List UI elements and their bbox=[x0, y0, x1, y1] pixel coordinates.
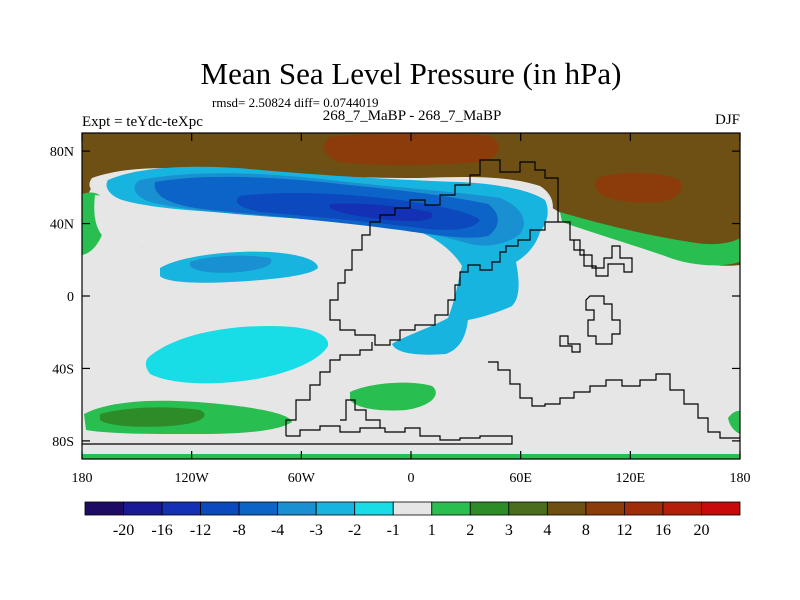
colorbar-label: -1 bbox=[387, 522, 400, 539]
region-green-east bbox=[560, 212, 740, 266]
colorbar-label: 4 bbox=[543, 522, 551, 539]
continent-outline-island-2 bbox=[559, 335, 581, 353]
colorbar-label: -12 bbox=[190, 522, 211, 539]
x-tick-label: 120E bbox=[616, 471, 646, 486]
colorbar-label: 1 bbox=[428, 522, 436, 539]
y-tick-label: 80N bbox=[50, 145, 74, 160]
colorbar-swatch bbox=[392, 501, 433, 516]
y-axis: 80N 40N 0 40S 80S bbox=[50, 145, 740, 450]
colorbar-label: -4 bbox=[271, 522, 284, 539]
y-tick-label: 80S bbox=[52, 435, 74, 450]
region-siberian-high-east bbox=[595, 172, 682, 203]
colorbar-legend: -20 -16 -12 -8 -4 -3 -2 -1 1 2 3 4 8 12 16 20 bbox=[84, 501, 741, 539]
colorbar-label: 3 bbox=[505, 522, 513, 539]
colorbar-swatch bbox=[200, 501, 240, 516]
x-tick-label: 60W bbox=[288, 471, 316, 486]
colorbar-label: 16 bbox=[655, 522, 671, 539]
y-tick-label: 40N bbox=[50, 218, 74, 233]
continent-outline-antarctic bbox=[82, 425, 513, 445]
region-subtropical-low-mid bbox=[190, 255, 272, 273]
y-tick-label: 0 bbox=[67, 290, 74, 305]
continent-outline-east bbox=[558, 221, 633, 277]
center-label: 268_7_MaBP - 268_7_MaBP bbox=[323, 108, 502, 124]
colorbar-label: 20 bbox=[693, 522, 709, 539]
chart-title: Mean Sea Level Pressure (in hPa) bbox=[201, 56, 622, 91]
colorbar-swatch bbox=[701, 501, 741, 516]
region-arctic-high bbox=[82, 133, 740, 266]
colorbar-swatch bbox=[662, 501, 702, 516]
colorbar-label: -2 bbox=[348, 522, 361, 539]
chart-subtitle: rmsd= 2.50824 diff= 0.0744019 bbox=[212, 95, 378, 110]
left-label: Expt = teYdc-teXpc bbox=[82, 114, 203, 130]
y-tick-label: 40S bbox=[52, 362, 74, 377]
colorbar-swatch bbox=[84, 501, 124, 516]
colorbar-swatch bbox=[624, 501, 664, 516]
colorbar-swatch bbox=[315, 501, 356, 516]
x-axis: 180 120W 60W 0 60E 120E 180 bbox=[72, 133, 751, 486]
continent-outline-island-1 bbox=[585, 295, 621, 345]
x-tick-label: 180 bbox=[72, 471, 93, 486]
region-southern-high-east bbox=[728, 410, 740, 434]
plot-area bbox=[82, 133, 740, 459]
colorbar-swatch bbox=[123, 501, 163, 516]
continent-outline-south bbox=[285, 342, 373, 436]
region-southern-high-mid bbox=[350, 382, 436, 411]
colorbar-label: 8 bbox=[582, 522, 590, 539]
colorbar-swatch bbox=[431, 501, 471, 516]
colorbar-label: 2 bbox=[466, 522, 474, 539]
colorbar-swatch bbox=[277, 501, 317, 516]
x-tick-label: 120W bbox=[175, 471, 210, 486]
colorbar-swatch bbox=[238, 501, 279, 516]
continent-outline-peninsula bbox=[340, 399, 381, 428]
x-tick-label: 60E bbox=[509, 471, 532, 486]
colorbar-swatch bbox=[508, 501, 548, 516]
colorbar-swatch bbox=[161, 501, 201, 516]
colorbar-label: -8 bbox=[232, 522, 245, 539]
x-tick-label: 180 bbox=[730, 471, 751, 486]
colorbar-label: -3 bbox=[310, 522, 323, 539]
colorbar-label: 12 bbox=[616, 522, 632, 539]
continent-outlines bbox=[82, 159, 740, 445]
right-label: DJF bbox=[715, 112, 740, 128]
region-southern-high-west-inner bbox=[100, 407, 205, 427]
colorbar-label: -16 bbox=[151, 522, 172, 539]
continent-outline-north bbox=[329, 159, 559, 346]
colorbar-swatch bbox=[469, 501, 510, 516]
x-tick-label: 0 bbox=[408, 471, 415, 486]
colorbar-swatch bbox=[546, 501, 587, 516]
colorbar-label: -20 bbox=[113, 522, 134, 539]
region-northern-low-deep bbox=[330, 203, 433, 222]
colorbar-swatch bbox=[354, 501, 394, 516]
continent-outline-south-east bbox=[488, 361, 740, 439]
region-siberian-high-core bbox=[324, 133, 499, 165]
colorbar-swatch bbox=[585, 501, 625, 516]
region-southern-low bbox=[145, 326, 329, 384]
